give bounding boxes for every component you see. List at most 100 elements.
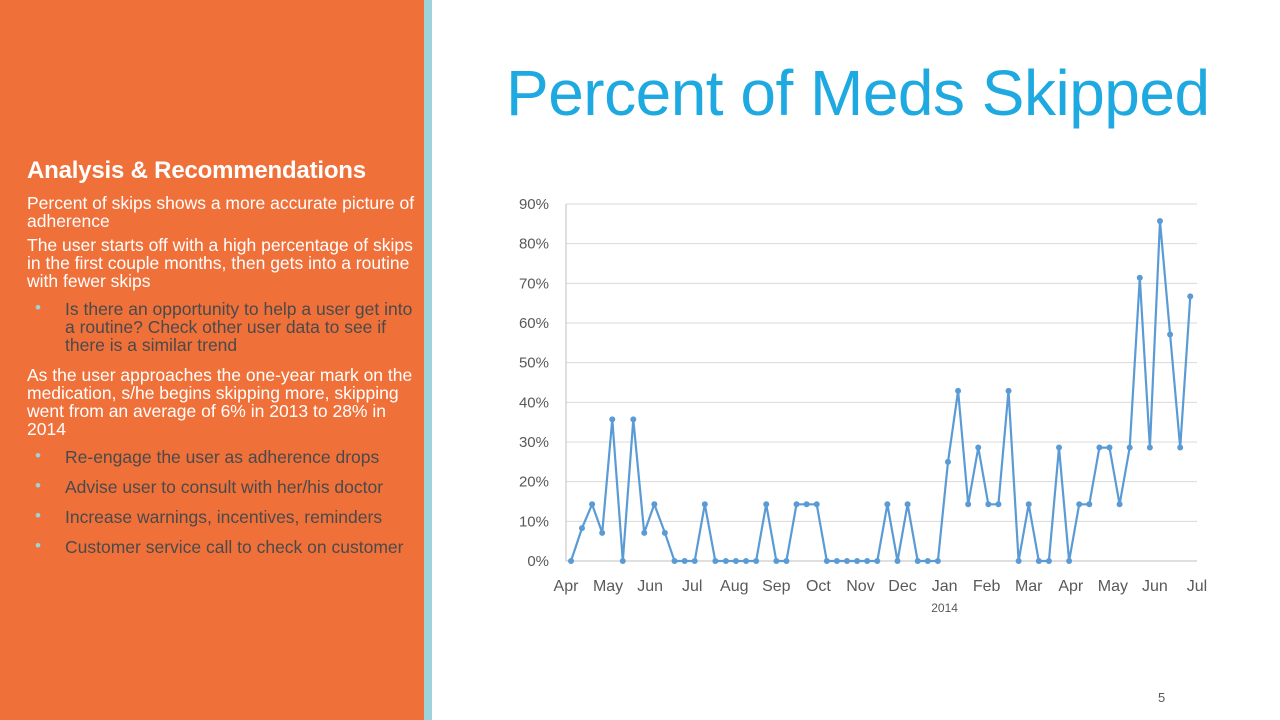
data-point xyxy=(793,501,800,508)
bullet-item: • Is there an opportunity to help a user … xyxy=(27,298,415,355)
data-point xyxy=(864,558,871,564)
data-point xyxy=(1045,558,1052,564)
data-point xyxy=(753,558,760,564)
y-tick-label: 90% xyxy=(519,196,549,213)
analysis-paragraph-2: The user starts off with a high percenta… xyxy=(27,235,413,291)
data-point xyxy=(844,558,851,564)
data-point xyxy=(773,558,780,564)
bullet-text: Is there an opportunity to help a user g… xyxy=(65,299,413,355)
data-point xyxy=(894,558,901,564)
data-point xyxy=(671,558,678,564)
bullet-item: • Increase warnings, incentives, reminder… xyxy=(27,506,415,527)
data-point xyxy=(1076,501,1083,508)
analysis-heading: Analysis & Recommendations xyxy=(27,157,366,184)
data-point xyxy=(743,558,750,564)
x-tick-label: Aug xyxy=(720,578,748,595)
bullet-dot-icon: • xyxy=(35,506,41,525)
x-tick-label: Jun xyxy=(1142,578,1168,595)
data-point xyxy=(975,444,982,451)
data-point xyxy=(934,558,941,564)
bullet-dot-icon: • xyxy=(35,536,41,555)
slide-title: Percent of Meds Skipped xyxy=(506,57,1210,129)
bullet-dot-icon: • xyxy=(35,476,41,495)
bullet-dot-icon: • xyxy=(35,298,41,317)
bullet-text: Advise user to consult with her/his doct… xyxy=(65,477,384,497)
data-point xyxy=(712,558,719,564)
data-point xyxy=(1025,501,1032,508)
data-point xyxy=(1167,331,1174,338)
bullet-list-1: • Is there an opportunity to help a user … xyxy=(27,298,415,355)
data-point xyxy=(1187,293,1194,300)
x-tick-label: Jul xyxy=(1187,578,1207,595)
analysis-panel: Analysis & Recommendations Percent of sk… xyxy=(27,157,415,568)
bullet-text: Increase warnings, incentives, reminders xyxy=(65,507,383,527)
y-tick-label: 0% xyxy=(527,553,549,570)
data-point xyxy=(985,501,992,508)
y-tick-label: 10% xyxy=(519,513,549,530)
y-tick-label: 60% xyxy=(519,315,549,332)
bullet-item: • Customer service call to check on custo… xyxy=(27,536,415,557)
data-point xyxy=(833,558,840,564)
data-point xyxy=(1035,558,1042,564)
x-tick-label: Mar xyxy=(1015,578,1043,595)
bullet-item: • Advise user to consult with her/his doc… xyxy=(27,476,415,497)
data-point xyxy=(568,558,575,564)
data-point xyxy=(1116,501,1123,508)
bullet-text: Customer service call to check on custom… xyxy=(65,537,404,557)
x-tick-label: Nov xyxy=(846,578,874,595)
data-point xyxy=(1005,387,1012,394)
x-tick-label: Apr xyxy=(554,578,580,595)
x-tick-label: Apr xyxy=(1058,578,1084,595)
data-point xyxy=(1136,274,1143,281)
data-point xyxy=(763,501,770,508)
x-tick-label: Feb xyxy=(973,578,1001,595)
data-point xyxy=(1126,444,1133,451)
x-tick-label: Jun xyxy=(637,578,663,595)
data-point xyxy=(651,501,658,508)
data-point xyxy=(924,558,931,564)
sidebar-stripe xyxy=(424,0,432,720)
y-tick-label: 30% xyxy=(519,434,549,451)
x-tick-label: May xyxy=(1098,578,1128,595)
bullet-dot-icon: • xyxy=(35,446,41,465)
data-point xyxy=(599,529,606,536)
x-tick-label: Oct xyxy=(806,578,831,595)
data-point xyxy=(1146,444,1153,451)
y-tick-label: 40% xyxy=(519,394,549,411)
data-point xyxy=(955,387,962,394)
bullet-item: • Re-engage the user as adherence drops xyxy=(27,446,415,467)
data-point xyxy=(944,458,951,465)
data-point xyxy=(630,416,637,423)
data-point xyxy=(681,558,688,564)
line-chart: 0% 10% 20% 30% 40% 50% 60% 70% 80% 90% Apr May Jun Ju… xyxy=(519,196,1207,615)
data-point xyxy=(884,501,891,508)
data-point xyxy=(813,501,820,508)
data-point xyxy=(1056,444,1063,451)
data-point xyxy=(1177,444,1184,451)
x-tick-label: May xyxy=(593,578,623,595)
data-point xyxy=(1106,444,1113,451)
y-tick-label: 20% xyxy=(519,474,549,491)
data-point xyxy=(691,558,698,564)
data-point xyxy=(914,558,921,564)
data-point xyxy=(619,558,626,564)
x-tick-label: Sep xyxy=(762,578,791,595)
data-point xyxy=(1086,501,1093,508)
data-point xyxy=(722,558,729,564)
data-point xyxy=(995,501,1002,508)
y-tick-label: 80% xyxy=(519,236,549,253)
data-point xyxy=(1156,218,1163,225)
analysis-paragraph-3: As the user approaches the one-year mark… xyxy=(27,365,413,439)
data-point xyxy=(1015,558,1022,564)
data-point xyxy=(1066,558,1073,564)
bullet-list-2: • Re-engage the user as adherence drops • A… xyxy=(27,446,415,557)
y-tick-label: 70% xyxy=(519,275,549,292)
data-point xyxy=(1096,444,1103,451)
sidebar-panel xyxy=(0,0,424,720)
year-label: 2014 xyxy=(931,601,958,615)
page-number: 5 xyxy=(1158,690,1166,705)
data-point xyxy=(701,501,708,508)
analysis-paragraph-1: Percent of skips shows a more accurate p… xyxy=(27,193,415,231)
series-line xyxy=(569,220,1192,563)
data-point xyxy=(823,558,830,564)
